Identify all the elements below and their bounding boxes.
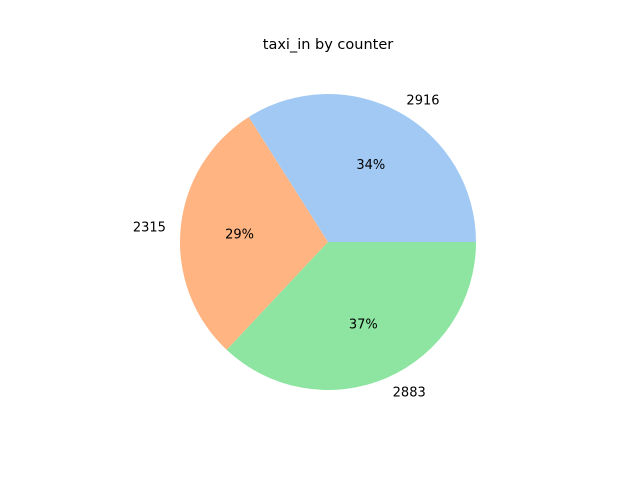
slice-label-2315: 2315 [133, 221, 166, 236]
pie-slices [180, 94, 476, 390]
chart-title: taxi_in by counter [263, 37, 393, 53]
slice-label-2916: 2916 [406, 93, 439, 108]
slice-percent-2315: 29% [225, 228, 254, 243]
pie-slice-2883 [226, 242, 476, 390]
pie-slice-2916 [248, 94, 476, 242]
pie-labels: 2916 34% 2315 29% 2883 37% [133, 93, 440, 400]
slice-label-2883: 2883 [393, 385, 426, 400]
pie-slice-2315 [180, 117, 328, 350]
slice-percent-2916: 34% [356, 158, 385, 173]
slice-percent-2883: 37% [349, 318, 378, 333]
